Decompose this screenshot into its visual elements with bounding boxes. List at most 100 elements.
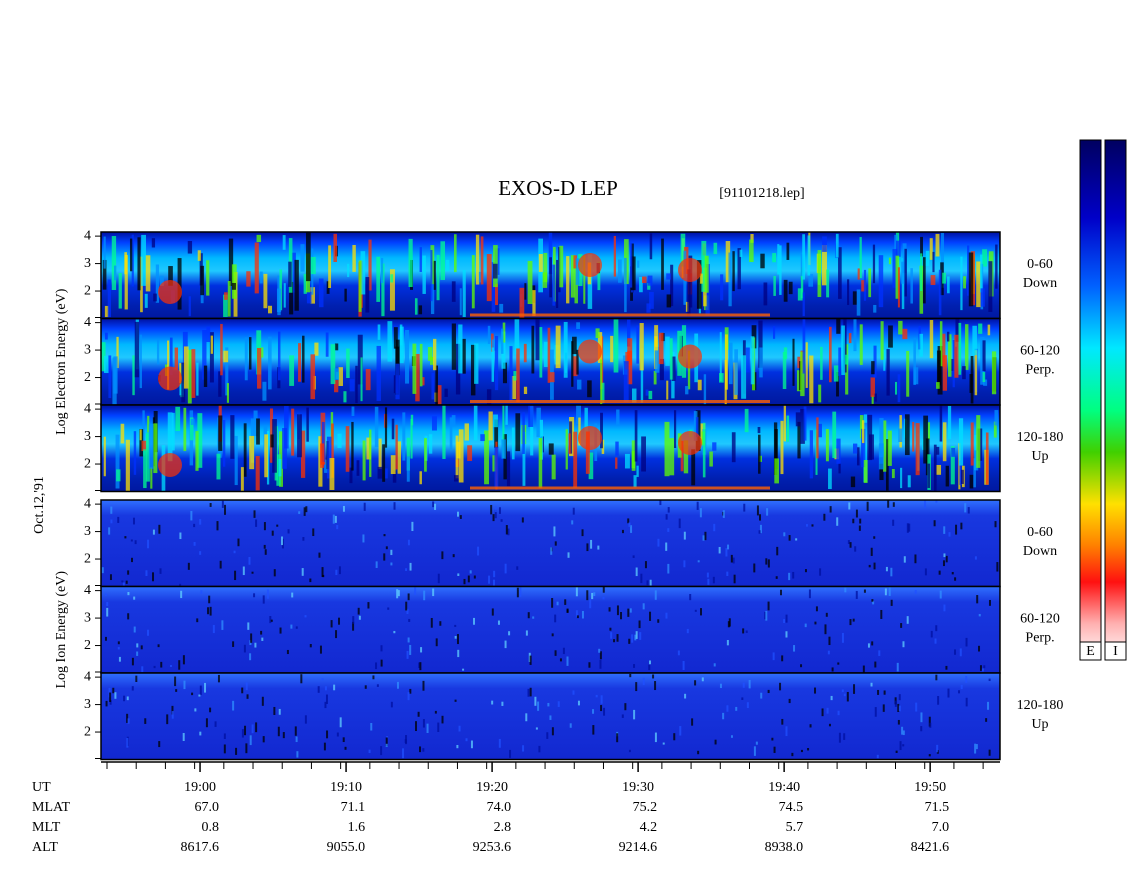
spectrogram-cell: [491, 700, 494, 705]
spectrogram-cell: [203, 365, 208, 387]
spectrogram-cell: [390, 455, 396, 475]
spectrogram-cell: [706, 572, 709, 578]
spectrogram-cell: [554, 650, 557, 656]
spectrogram-cell: [477, 546, 480, 556]
y-tick-label: 3: [84, 610, 91, 625]
spectrogram-cell: [175, 406, 181, 432]
spectrogram-cell: [462, 668, 465, 671]
spectrogram-cell: [634, 634, 637, 641]
spectrogram-cell: [689, 594, 692, 601]
spectrogram-cell: [694, 609, 697, 612]
spectrogram-cell: [106, 601, 109, 606]
spectrogram-cell: [449, 417, 453, 450]
spectrogram-cell: [759, 347, 763, 378]
spectrogram-cell: [392, 470, 397, 483]
spectrogram-cell: [788, 281, 793, 295]
spectrogram-cell: [924, 568, 927, 576]
spectrogram-cell: [890, 567, 893, 577]
spectrogram-cell: [153, 665, 156, 669]
spectrogram-cell: [832, 411, 837, 459]
spectrogram-cell: [741, 697, 744, 700]
spectrogram-cell: [720, 274, 724, 301]
spectrogram-cell: [837, 710, 840, 716]
ephemeris-value: 7.0: [932, 820, 950, 835]
spectrogram-cell: [704, 255, 709, 293]
spectrogram-cell: [870, 547, 873, 556]
spectrogram-cell: [434, 710, 437, 714]
spectrogram-cell: [600, 412, 603, 449]
spectrogram-cell: [948, 532, 951, 537]
spectrogram-cell: [117, 516, 120, 523]
spectrogram-cell: [670, 264, 674, 307]
spectrogram-cell: [262, 736, 265, 743]
spectrogram-cell: [306, 407, 309, 442]
x-tick-label: 19:10: [330, 780, 362, 795]
spectrogram-cell: [585, 431, 590, 474]
spectrogram-cell: [470, 344, 476, 396]
spectrogram-cell: [559, 658, 562, 662]
spectrogram-cell: [571, 520, 574, 525]
spectrogram-cell: [141, 440, 147, 452]
spectrogram-cell: [528, 405, 534, 427]
spectrogram-cell: [141, 234, 146, 286]
spectrogram-cell: [234, 570, 237, 581]
spectrogram-cell: [616, 605, 619, 616]
spectrogram-cell: [610, 335, 614, 363]
spectrogram-cell: [116, 336, 119, 369]
spectrogram-cell: [330, 344, 336, 385]
spectrogram-cell: [887, 500, 890, 508]
spectrogram-cell: [171, 711, 174, 719]
spectrogram-cell: [945, 555, 948, 563]
spectrogram-cell: [218, 415, 223, 451]
spectrogram-cell: [573, 431, 578, 488]
spectrogram-cell: [683, 560, 686, 568]
spectrogram-cell: [417, 711, 420, 717]
panel-angle: 0-60: [1027, 525, 1053, 540]
spectrogram-cell: [492, 579, 495, 586]
spectrogram-cell: [665, 542, 668, 551]
spectrogram-cell: [497, 620, 500, 625]
spectrogram-cell: [169, 664, 172, 667]
spectrogram-cell: [375, 662, 378, 670]
panel-angle: 60-120: [1020, 344, 1060, 359]
spectrogram-cell: [259, 271, 263, 284]
spectrogram-cell: [774, 458, 779, 484]
spectrogram-cell: [349, 379, 355, 392]
spectrogram-cell: [703, 374, 707, 405]
spectrogram-cell: [385, 546, 388, 550]
spectrogram-cell: [342, 737, 345, 743]
colorbar-e-box: [1079, 641, 1102, 661]
spectrogram-cell: [691, 718, 694, 726]
spectrogram-cell: [418, 305, 423, 315]
spectrogram-cell: [859, 237, 862, 279]
spectrogram-cell: [261, 347, 264, 358]
spectrogram-cell: [508, 631, 511, 636]
spectrogram-cell: [637, 260, 640, 268]
spectrogram-cell: [800, 267, 804, 299]
spectrogram-cell: [741, 355, 747, 399]
spectrogram-cell: [876, 754, 879, 759]
spectrogram-cell: [836, 318, 841, 334]
spectrogram-cell: [793, 645, 796, 652]
spectrogram-cell: [282, 732, 285, 739]
spectrogram-cell: [841, 632, 844, 643]
spectrogram-cell: [397, 441, 401, 474]
spectrogram-cell: [920, 253, 923, 291]
spectrogram-cell: [753, 563, 756, 573]
spectrogram-cell: [462, 338, 466, 374]
spectrogram-cell: [595, 328, 600, 339]
spectrogram-cell: [543, 341, 549, 367]
spectrogram-cell: [256, 418, 260, 445]
spectrogram-cell: [199, 685, 202, 695]
spectrogram-cell: [321, 567, 324, 577]
spectrogram-cell: [556, 601, 559, 606]
spectrogram-cell: [932, 251, 935, 273]
colorbar-i-box: [1104, 641, 1127, 661]
spectrogram-cell: [295, 736, 298, 743]
spectrogram-cell: [191, 692, 194, 696]
spectrogram-cell: [809, 724, 812, 728]
spectrogram-cell: [314, 342, 319, 356]
spectrogram-cell: [936, 382, 940, 389]
spectrogram-cell: [175, 689, 178, 692]
spectrogram-cell: [649, 291, 654, 309]
